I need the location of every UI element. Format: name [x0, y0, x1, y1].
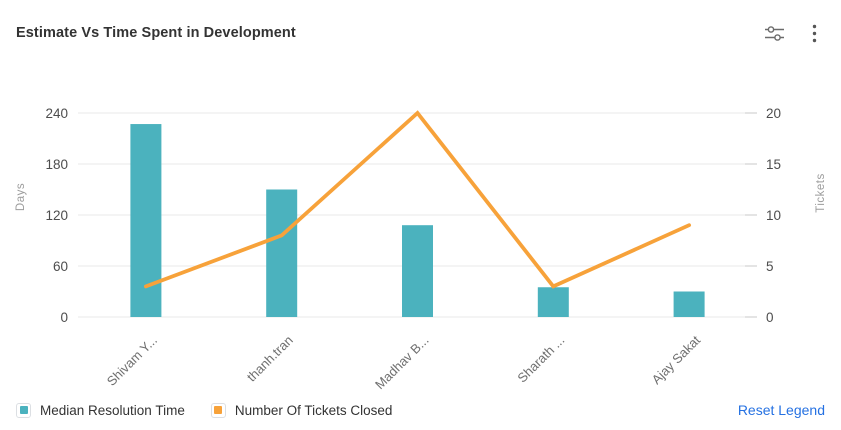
chart-legend: Median Resolution Time Number Of Tickets … — [16, 398, 825, 422]
kebab-menu-icon[interactable] — [801, 20, 827, 46]
header-actions — [761, 20, 827, 46]
right-axis-tick-label: 0 — [766, 310, 774, 325]
card-header: Estimate Vs Time Spent in Development — [16, 18, 827, 48]
category-label: Sharath ... — [514, 333, 567, 386]
chart-title: Estimate Vs Time Spent in Development — [16, 25, 296, 41]
right-axis-tick-label: 15 — [766, 157, 781, 172]
category-label: Madhav B... — [372, 333, 432, 393]
legend-label: Number Of Tickets Closed — [234, 402, 393, 418]
legend-swatch — [210, 402, 226, 418]
filter-sliders-glyph — [764, 25, 784, 41]
bar-madhav-b-[interactable] — [402, 225, 433, 317]
left-axis-tick-label: 60 — [53, 259, 68, 274]
bar-sharath-[interactable] — [537, 287, 569, 317]
legend-label: Median Resolution Time — [40, 402, 185, 418]
legend-items: Median Resolution Time Number Of Tickets … — [16, 402, 393, 418]
bar-thanh-tran[interactable] — [266, 189, 298, 318]
left-axis-tick-label: 0 — [60, 310, 68, 325]
category-label: Ajay Sakat — [649, 332, 704, 387]
category-label: Shivam Y... — [104, 333, 160, 389]
right-axis-tick-label: 20 — [766, 106, 781, 121]
kebab-menu-glyph — [812, 24, 816, 42]
left-axis-tick-label: 240 — [45, 106, 68, 121]
right-axis-tick-label: 5 — [766, 259, 774, 274]
reset-legend-link[interactable]: Reset Legend — [737, 402, 825, 418]
left-axis-tick-label: 180 — [45, 157, 68, 172]
filter-sliders-icon[interactable] — [761, 20, 787, 46]
legend-swatch — [16, 402, 31, 418]
category-label: thanh.tran — [244, 333, 296, 385]
right-axis-title: Tickets — [815, 173, 827, 213]
bar-ajay-sakat[interactable] — [673, 291, 705, 318]
legend-swatch-color — [214, 406, 223, 414]
legend-swatch-color — [19, 406, 28, 414]
legend-item-number-of-tickets-closed[interactable]: Number Of Tickets Closed — [210, 402, 393, 418]
right-axis-tick-label: 10 — [766, 208, 781, 223]
tickets-line[interactable] — [143, 110, 691, 289]
legend-item-median-resolution-time[interactable]: Median Resolution Time — [16, 402, 185, 418]
left-axis-title: Days — [15, 183, 27, 211]
left-axis-tick-label: 120 — [45, 208, 68, 223]
